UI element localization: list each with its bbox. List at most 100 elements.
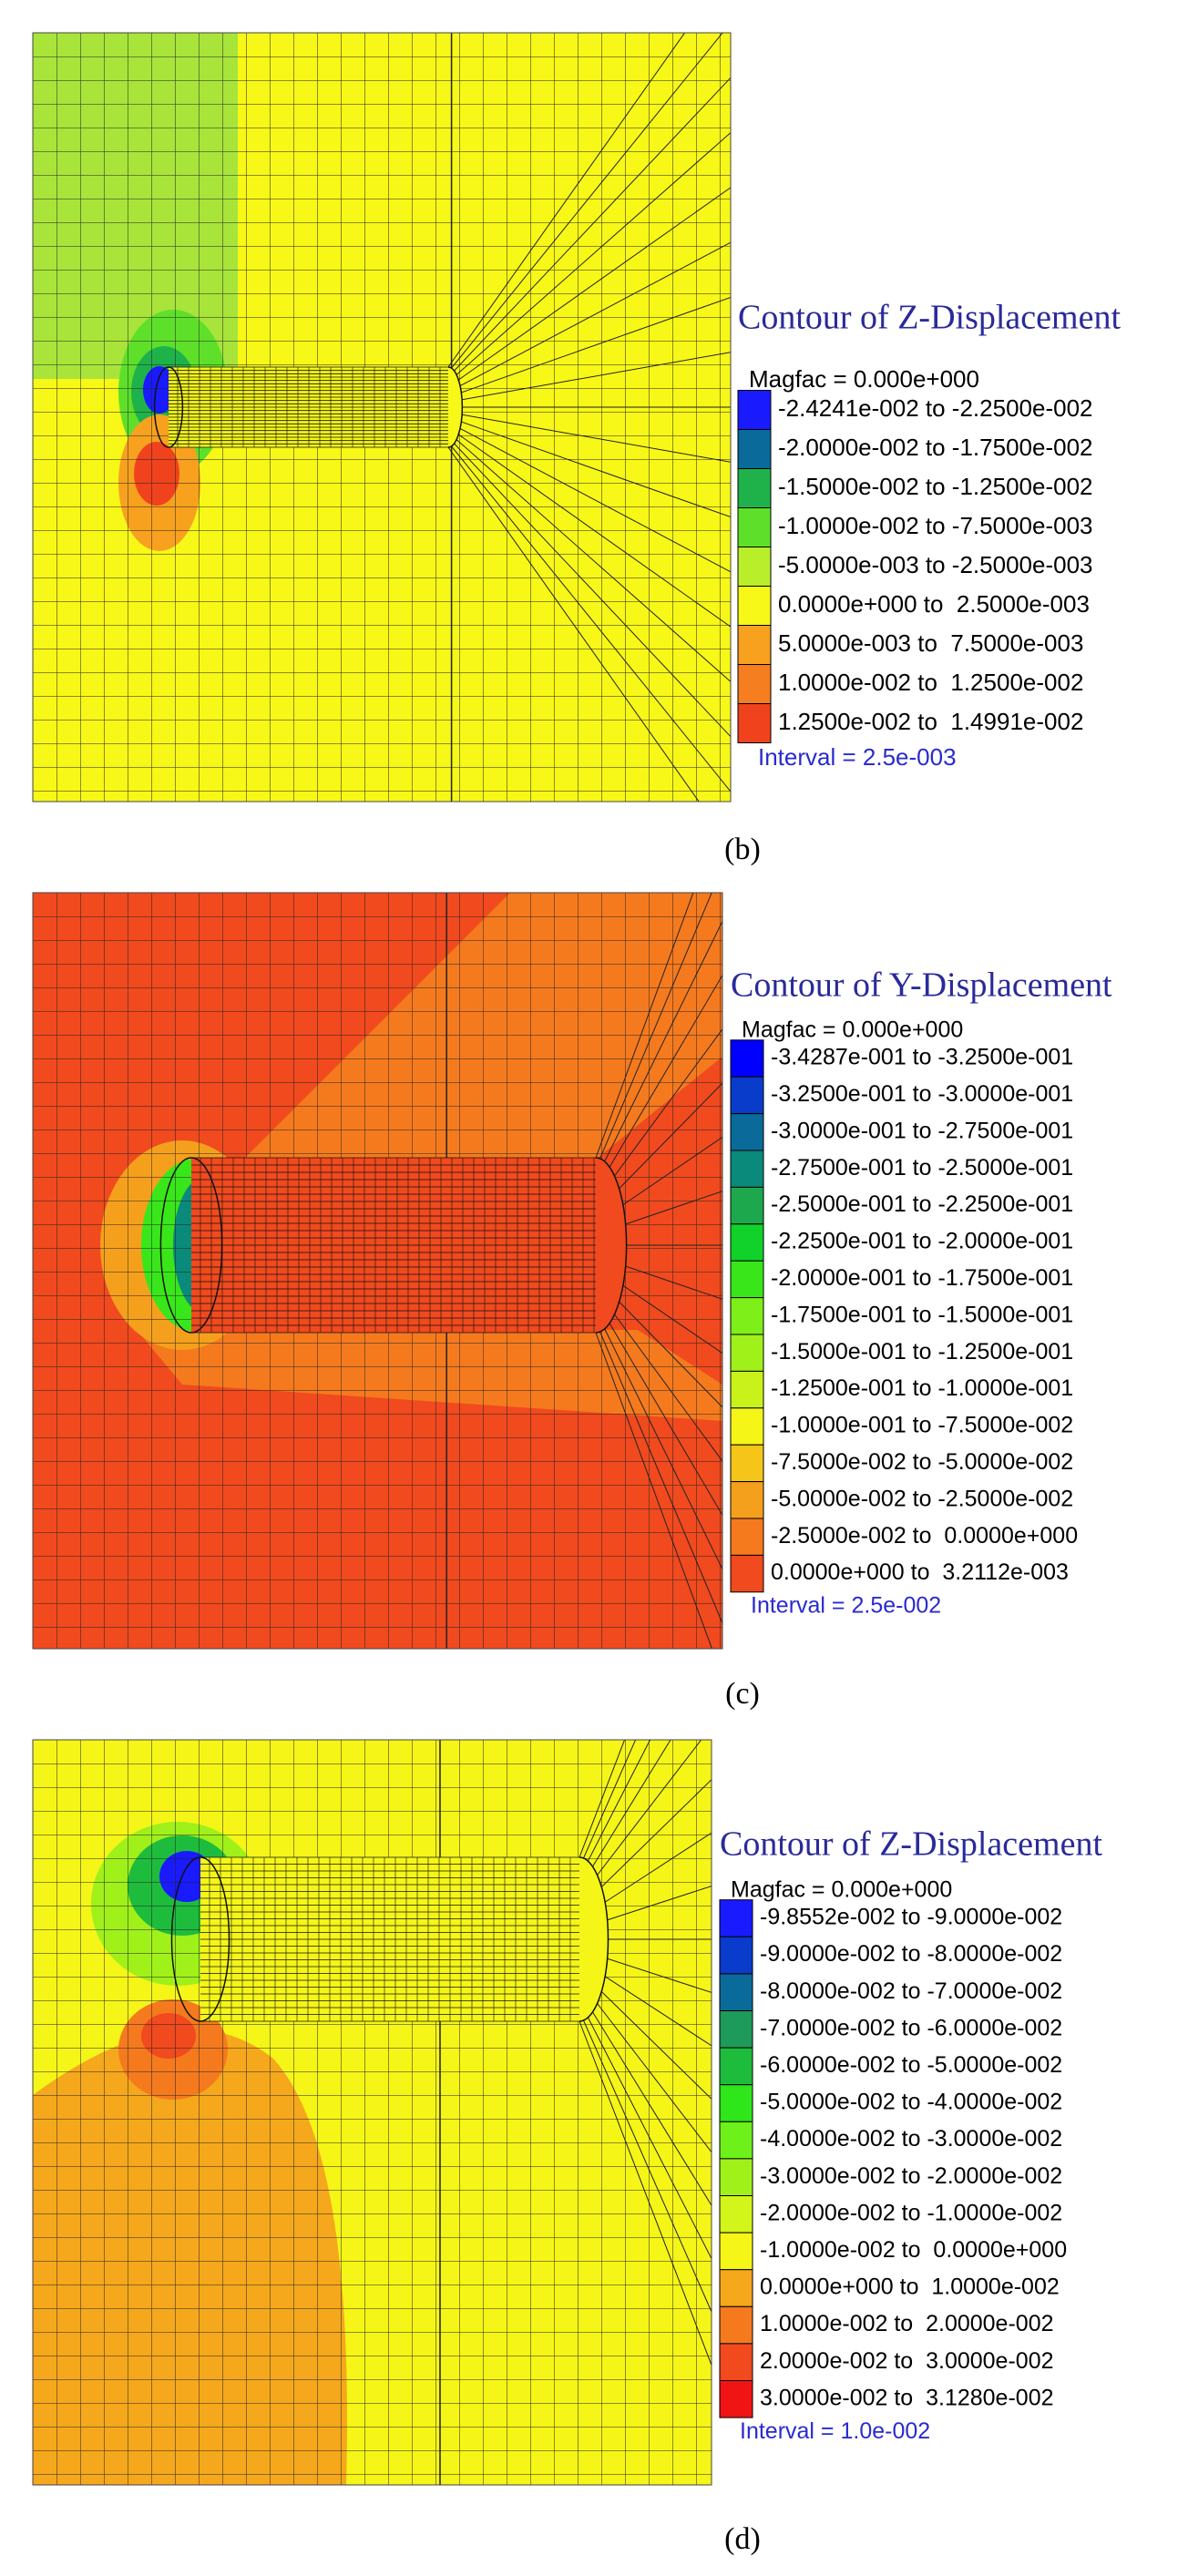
mesh-line (447, 446, 700, 802)
mesh-line (579, 1979, 712, 2153)
legend-swatch (730, 1334, 764, 1372)
mesh-line (447, 132, 731, 383)
legend-magfac: Magfac = 0.000e+000 (749, 365, 979, 393)
contour-panel: Contour of Z-Displacement Magfac = 0.000e… (32, 1739, 1102, 2556)
legend-swatch (737, 703, 772, 743)
mesh-line (595, 893, 712, 1170)
legend-swatch (730, 1150, 764, 1188)
contour-panel: Contour of Y-Displacement Magfac = 0.000e… (32, 892, 1112, 1711)
mesh-line (447, 296, 731, 398)
legend-label: -5.0000e-003 to -2.5000e-003 (778, 551, 1093, 578)
plot-frame (32, 1739, 712, 2486)
legend-label: -2.2500e-001 to -2.0000e-001 (771, 1229, 1073, 1254)
legend-swatch (730, 1554, 764, 1593)
legend-interval: Interval = 2.5e-003 (758, 743, 957, 771)
legend-label: -1.5000e-001 to -1.2500e-001 (771, 1339, 1073, 1365)
mesh-line (447, 33, 686, 368)
contour-plot (33, 1740, 712, 2485)
legend-swatch (730, 1444, 764, 1483)
legend-swatch (719, 2380, 753, 2418)
legend-label: -2.0000e-001 to -1.7500e-001 (771, 1265, 1073, 1291)
legend-swatch (719, 2158, 753, 2196)
legend-interval: Interval = 1.0e-002 (740, 2418, 930, 2444)
legend-label: -5.0000e-002 to -2.5000e-002 (771, 1486, 1073, 1511)
mesh-line (595, 1310, 722, 1569)
legend-swatch (730, 1481, 764, 1519)
legend-swatch (719, 2305, 753, 2345)
legend-swatch (737, 507, 772, 547)
contour-plot (33, 893, 722, 1649)
legend-swatch (730, 1223, 764, 1262)
legend-label: -4.0000e-002 to -3.0000e-002 (760, 2126, 1062, 2152)
mesh-line (595, 1028, 722, 1202)
legend-swatch (719, 2121, 753, 2160)
legend-swatch (719, 2084, 753, 2122)
legend-swatch (737, 625, 772, 665)
legend-swatch (737, 468, 772, 508)
legend-swatch (730, 1113, 764, 1151)
legend-label: -5.0000e-002 to -4.0000e-002 (760, 2090, 1062, 2115)
legend-title: Contour of Z-Displacement (720, 1825, 1102, 1864)
legend-magfac: Magfac = 0.000e+000 (731, 1876, 952, 1902)
mesh-line (447, 412, 731, 463)
tunnel-face (170, 1856, 230, 2022)
legend-label: -7.0000e-002 to -6.0000e-002 (760, 2015, 1062, 2040)
legend-label: 1.0000e-002 to 2.0000e-002 (760, 2311, 1054, 2336)
legend-swatch (730, 1039, 764, 1078)
legend-label: -3.2500e-001 to -3.0000e-001 (771, 1081, 1073, 1107)
mesh-line (447, 436, 731, 738)
tunnel-face (159, 1157, 223, 1334)
legend-swatch (730, 1370, 764, 1409)
plot-frame (32, 32, 732, 802)
mesh-line (579, 1740, 671, 1889)
legend-label: 5.0000e-003 to 7.5000e-003 (778, 629, 1083, 657)
legend-swatch (719, 2343, 753, 2381)
mesh-line (595, 921, 722, 1181)
legend-label: 1.0000e-002 to 1.2500e-002 (778, 669, 1083, 696)
legend-label: -1.0000e-002 to -7.5000e-003 (778, 512, 1093, 539)
legend-label: -3.4287e-001 to -3.2500e-001 (771, 1045, 1073, 1070)
mesh-line (447, 33, 723, 373)
legend-label: 0.0000e+000 to 1.0000e-002 (760, 2274, 1060, 2300)
legend-label: -3.0000e-001 to -2.7500e-001 (771, 1118, 1073, 1143)
mesh-line (595, 1299, 722, 1516)
legend-swatch (719, 2195, 753, 2234)
legend-label: -1.2500e-001 to -1.0000e-001 (771, 1375, 1073, 1401)
mesh-line (579, 2010, 712, 2313)
mesh-line (579, 1740, 626, 1858)
mesh-line (579, 2020, 712, 2366)
contour-plot (33, 33, 731, 802)
mesh-line (579, 1989, 712, 2206)
mesh-line (447, 422, 731, 573)
mesh-line (447, 241, 731, 393)
mesh-line (447, 352, 731, 403)
legend-label: -2.0000e-002 to -1.0000e-002 (760, 2200, 1062, 2225)
legend-label: -2.0000e-002 to -1.7500e-002 (778, 434, 1093, 461)
legend-label: -2.5000e-002 to 0.0000e+000 (771, 1523, 1078, 1549)
mesh-line (579, 1740, 702, 1899)
legend-title: Contour of Y-Displacement (731, 966, 1112, 1005)
legend-label: -1.7500e-001 to -1.5000e-001 (771, 1302, 1073, 1327)
mesh-line (595, 1288, 722, 1462)
legend-title: Contour of Z-Displacement (738, 299, 1121, 337)
mesh-line (447, 77, 731, 378)
legend-label: -1.5000e-002 to -1.2500e-002 (778, 473, 1093, 500)
mesh-line (447, 187, 731, 388)
plot-frame (32, 892, 723, 1650)
legend-label: 1.2500e-002 to 1.4991e-002 (778, 708, 1083, 735)
legend-label: -8.0000e-002 to -7.0000e-002 (760, 1978, 1062, 2004)
legend-label: -2.4241e-002 to -2.2500e-002 (778, 394, 1093, 422)
legend-swatch (719, 2269, 753, 2307)
legend-label: -2.7500e-001 to -2.5000e-001 (771, 1155, 1073, 1181)
mesh-line (595, 1332, 713, 1649)
legend-swatch (719, 1936, 753, 1975)
mesh-line (595, 1321, 722, 1624)
legend-swatch (730, 1076, 764, 1115)
legend-swatch (719, 2047, 753, 2086)
tunnel-end (579, 1856, 609, 2022)
legend-label: 0.0000e+000 to 2.5000e-003 (778, 590, 1090, 618)
legend-swatch (730, 1260, 764, 1299)
mesh-line (579, 1740, 637, 1868)
mesh-line (579, 2000, 712, 2259)
mesh-line (447, 416, 731, 518)
